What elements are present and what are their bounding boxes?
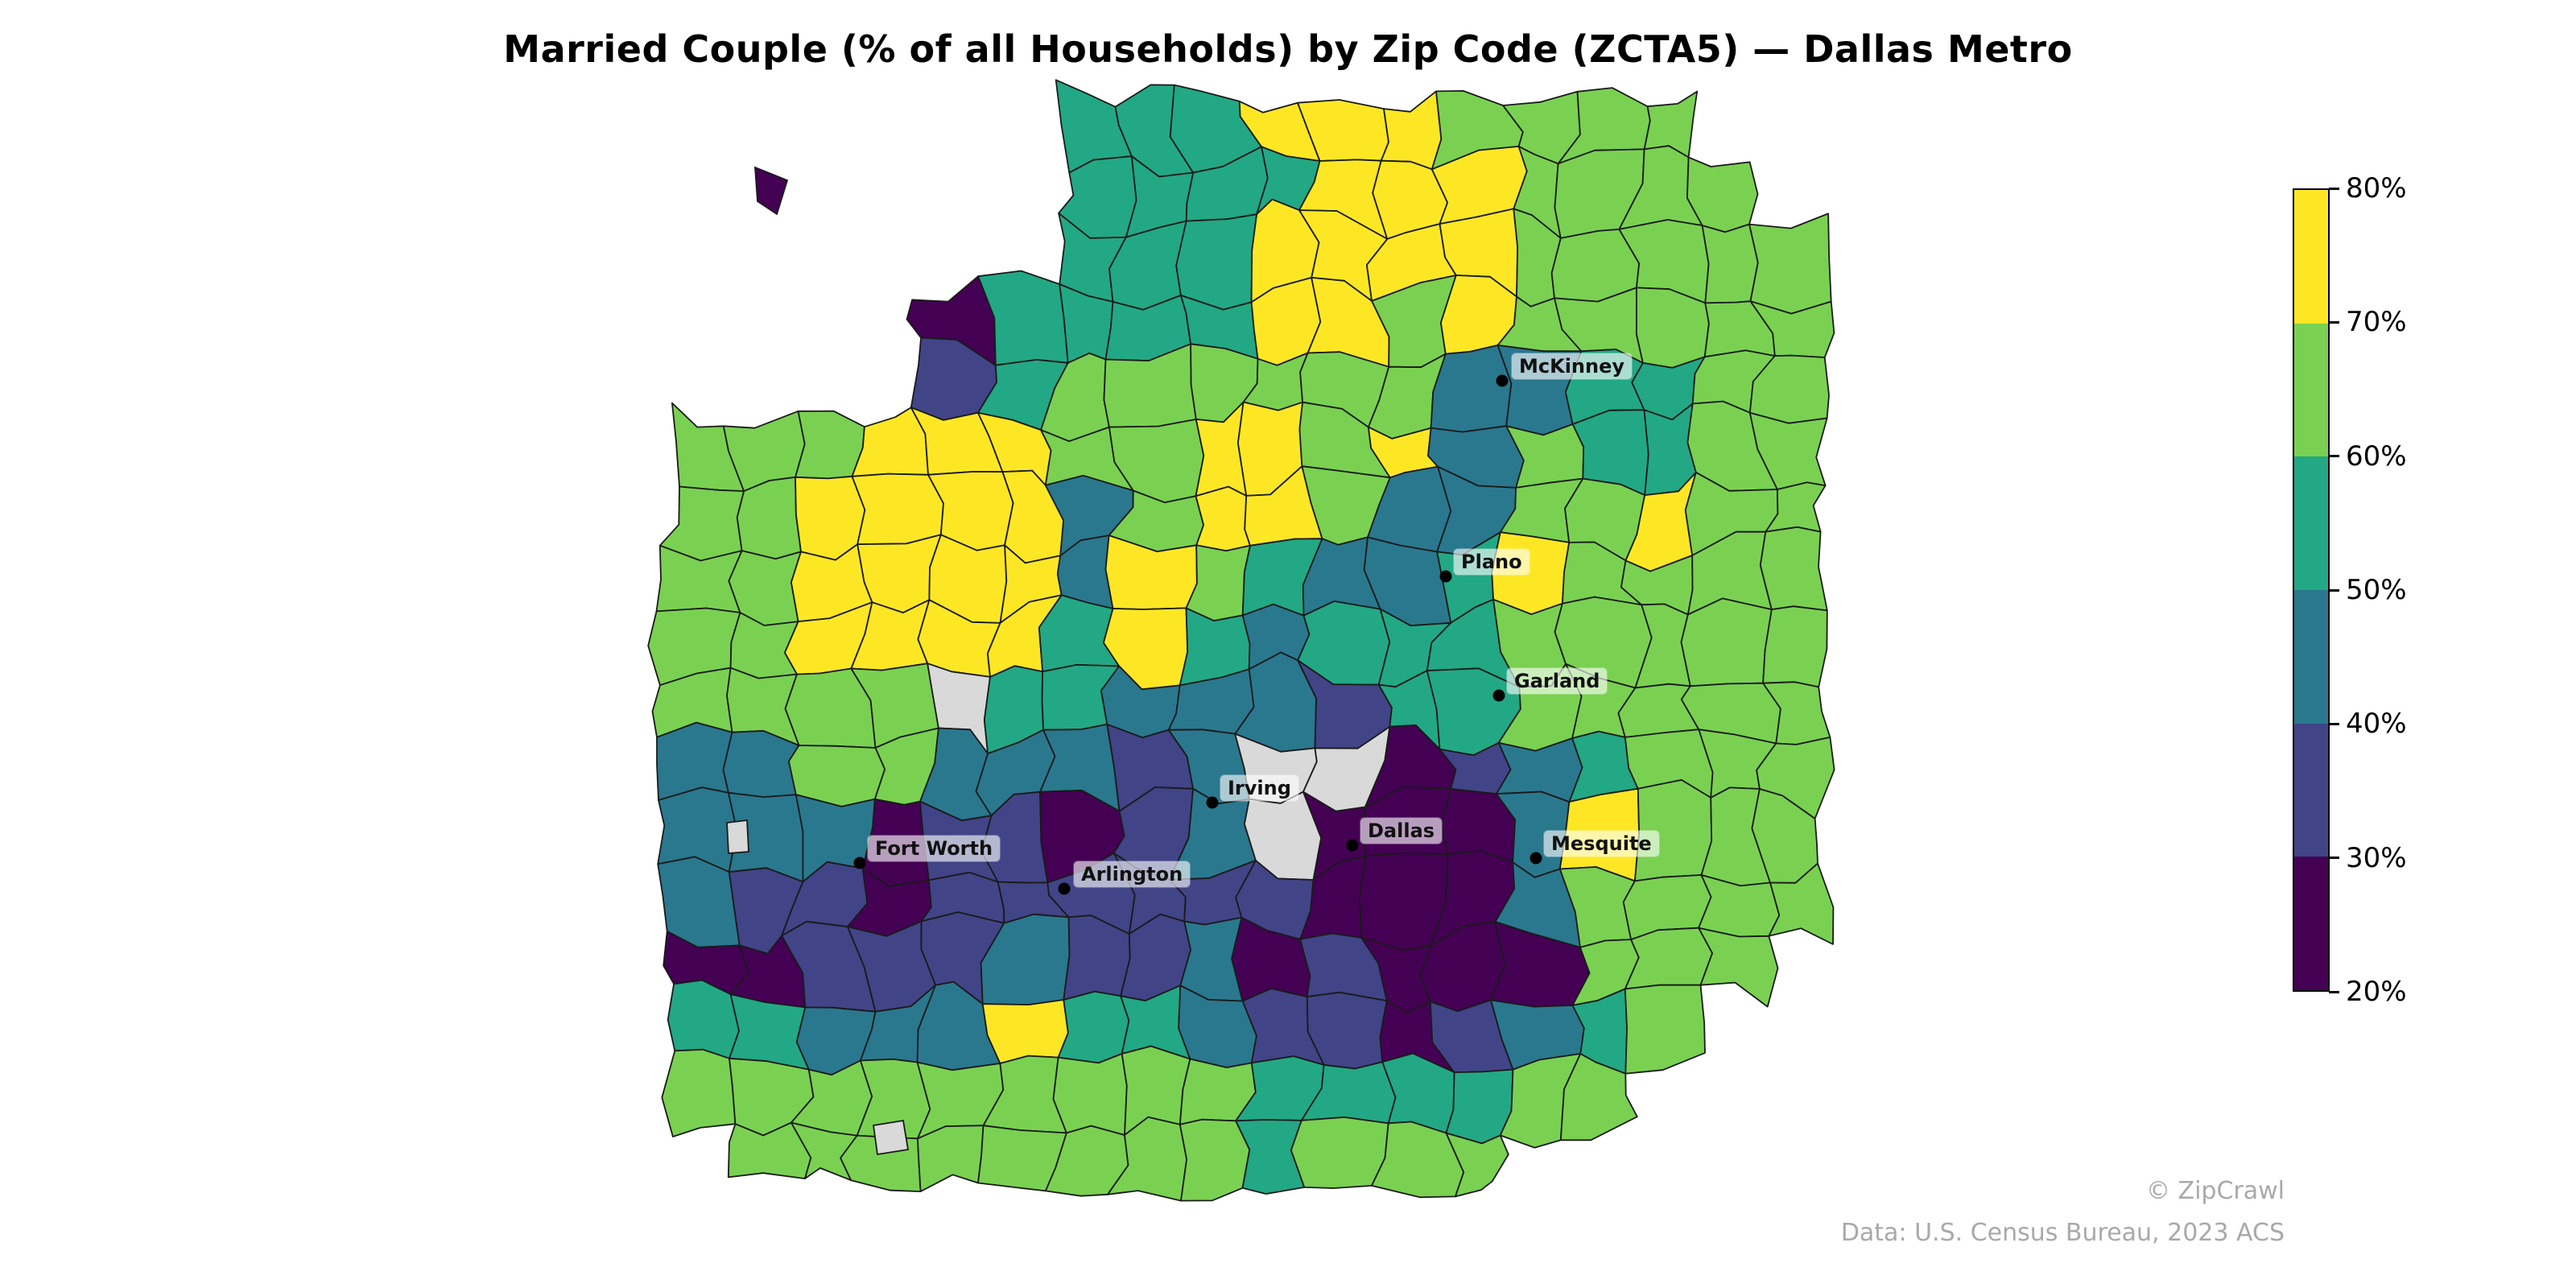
colorbar-tick-mark — [2329, 588, 2339, 592]
zcta-polygon — [1768, 862, 1835, 945]
city-marker-dot — [1496, 374, 1509, 387]
colorbar-tick-mark — [2329, 320, 2339, 324]
colorbar-tick-label: 20% — [2346, 976, 2407, 1008]
zcta-polygon — [661, 1048, 737, 1137]
colorbar-tick-mark — [2329, 857, 2339, 860]
zcta-polygon — [1624, 984, 1706, 1075]
zcta-polygon — [736, 476, 802, 560]
city-label: Irving — [1220, 775, 1298, 801]
zcta-polygon — [1179, 1118, 1251, 1202]
city-marker-dot — [1439, 570, 1452, 583]
city-marker-dot — [1530, 852, 1542, 865]
nodata-south-patch — [872, 1119, 910, 1156]
colorbar-segment — [2294, 723, 2328, 857]
city-label: Fort Worth — [868, 836, 1001, 861]
city-marker-dot — [1492, 689, 1505, 702]
colorbar-tick-label: 80% — [2346, 172, 2407, 204]
zcta-polygon — [1290, 1117, 1389, 1189]
zcta-polygon — [1057, 990, 1130, 1064]
colorbar — [2293, 188, 2330, 992]
zcta-polygon — [1624, 927, 1714, 990]
zcta-polygon — [1175, 213, 1257, 311]
city-label: Arlington — [1074, 861, 1191, 887]
nw-island-zcta — [753, 166, 789, 216]
colorbar-segment — [2294, 456, 2328, 591]
zcta-polygon — [1052, 1053, 1128, 1136]
city-label: Dallas — [1360, 818, 1443, 844]
nodata-west-patch — [726, 819, 749, 854]
city-label: Mesquite — [1544, 831, 1659, 857]
colorbar-tick-mark — [2329, 187, 2339, 190]
colorbar-tick-mark — [2329, 455, 2339, 458]
colorbar-segment — [2294, 857, 2328, 991]
colorbar-segment — [2294, 323, 2328, 457]
colorbar-tick-label: 60% — [2346, 440, 2407, 473]
zcta-polygon — [1759, 526, 1828, 612]
data-source-caption: Data: U.S. Census Bureau, 2023 ACS — [1840, 1219, 2285, 1247]
zcta-polygon — [656, 721, 733, 801]
city-label: Garland — [1507, 668, 1608, 694]
city-label: McKinney — [1512, 353, 1633, 379]
zcta-polygon — [1701, 223, 1759, 304]
colorbar-tick-label: 70% — [2346, 306, 2407, 339]
city-marker-dot — [1206, 796, 1219, 809]
city-marker-dot — [1346, 839, 1359, 852]
zcta-polygon — [1195, 485, 1251, 552]
zcta-polygon — [795, 410, 865, 480]
zcta-polygon — [1680, 597, 1773, 687]
chart-title: Married Couple (% of all Households) by … — [503, 27, 2073, 71]
colorbar-tick-label: 50% — [2346, 574, 2407, 606]
zcta-polygon — [917, 1125, 985, 1192]
zcta-polygon — [1559, 1053, 1638, 1141]
colorbar-tick-mark — [2329, 990, 2339, 993]
zcta-polygon — [1636, 287, 1710, 369]
watermark-zipcrawl: © ZipCrawl — [2145, 1177, 2285, 1205]
zcta-polygon — [1698, 927, 1779, 1008]
zcta-polygon — [1748, 213, 1832, 315]
colorbar-tick-mark — [2329, 722, 2339, 725]
zcta-polygon — [851, 473, 944, 545]
city-marker-dot — [853, 857, 866, 869]
colorbar-tick-label: 30% — [2346, 841, 2407, 874]
colorbar-segment — [2294, 590, 2328, 724]
zcta-polygon — [981, 999, 1069, 1064]
zcta-polygon — [1445, 1132, 1509, 1198]
city-label: Plano — [1454, 549, 1530, 575]
zcta-polygon — [1762, 605, 1828, 688]
colorbar-segment — [2294, 190, 2328, 324]
city-marker-dot — [1058, 882, 1071, 895]
colorbar-tick-label: 40% — [2346, 708, 2407, 741]
zcta-polygon — [1380, 90, 1443, 171]
zcta-polygon — [722, 730, 800, 798]
